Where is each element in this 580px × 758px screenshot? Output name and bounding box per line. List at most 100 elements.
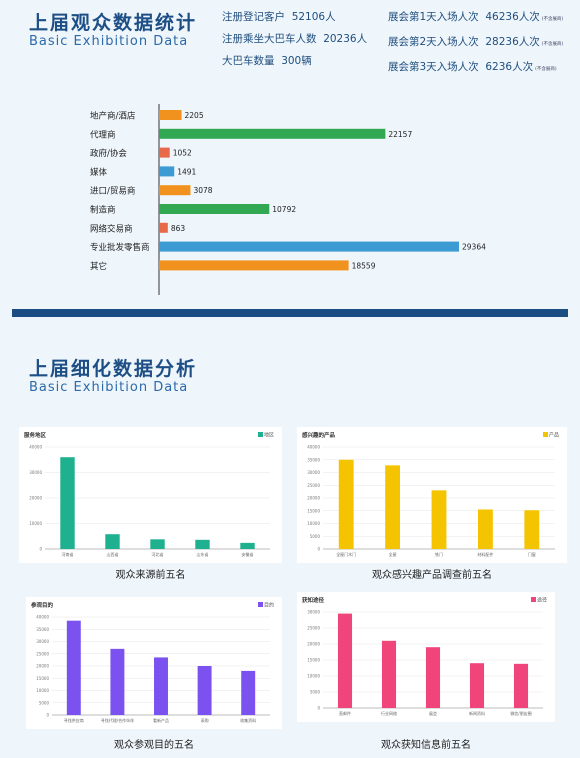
bar	[425, 647, 441, 708]
channel-bar-chart: 获知途径 途径 0 5000 10000 15000 20000 25000 30000 直邮件 行…	[302, 596, 547, 716]
x-tick-label: 采购	[201, 717, 209, 723]
data-label: 2205	[185, 111, 204, 120]
audience-type-bar-chart: 地产商/酒店 2205 代理商 22157 政府/协会 1052 媒体 1491 进口/贸易商 3…	[90, 104, 486, 295]
y-tick-label: 15000	[307, 658, 320, 663]
stat-day3: 展会第3天入场人次 6236人次 (不含展商)	[388, 61, 557, 73]
legend-label: 地区	[264, 432, 274, 439]
y-tick-label: 5000	[310, 690, 321, 695]
bar	[477, 509, 493, 549]
stats-left: 注册登记客户 52106人 注册乘坐大巴车人数 20236人 大巴车数量 300…	[222, 6, 367, 72]
y-tick-label: 10000	[36, 688, 49, 693]
data-label: 863	[171, 224, 186, 233]
category-label: 代理商	[90, 129, 116, 140]
chart-title: 获知途径	[302, 596, 325, 604]
stat-day2: 展会第2天入场人次 28236人次 (不含展商)	[388, 36, 564, 48]
chart-card-region: 服务地区 地区 0 10000 20000 30000 40000 河南省 山西省 河北省 山东省 安…	[19, 427, 282, 563]
stat-registered: 注册登记客户 52106人	[222, 11, 336, 23]
data-label: 29364	[462, 243, 486, 252]
x-tick-label: 全屋	[389, 551, 397, 557]
bar	[385, 465, 401, 549]
stat-day1: 展会第1天入场人次 46236人次 (不含展商)	[388, 11, 564, 23]
x-tick-label: 新闻资料	[469, 710, 485, 716]
x-tick-label: 行业网络	[381, 710, 397, 716]
bar	[110, 648, 125, 715]
stat-bus-riders: 注册乘坐大巴车人数 20236人	[222, 33, 368, 45]
legend-swatch	[531, 597, 536, 602]
x-tick-label: 安徽省	[242, 551, 254, 557]
y-tick-label: 0	[317, 706, 320, 711]
category-label: 政府/协会	[90, 148, 127, 159]
section1-title: 上届观众数据统计	[29, 12, 198, 34]
caption-region: 观众来源前五名	[115, 570, 186, 581]
y-tick-label: 0	[46, 713, 49, 718]
y-tick-label: 40000	[36, 615, 49, 620]
x-tick-label: 微信/朋友圈	[510, 710, 531, 716]
bar	[159, 147, 170, 158]
bar	[159, 222, 168, 233]
bar	[159, 204, 270, 214]
bar	[66, 620, 81, 715]
x-tick-label: 直邮件	[339, 710, 351, 716]
y-tick-label: 30000	[307, 470, 320, 475]
y-tick-label: 20000	[307, 642, 320, 647]
bar	[60, 457, 75, 549]
x-tick-label: 寻找供应商	[64, 717, 84, 723]
y-tick-label: 20000	[307, 496, 320, 501]
section2-title: 上届细化数据分析	[29, 358, 198, 380]
y-tick-label: 0	[317, 547, 320, 552]
y-tick-label: 5000	[310, 534, 321, 539]
bar	[159, 110, 182, 120]
legend-swatch	[258, 432, 263, 437]
bar	[105, 534, 120, 549]
x-tick-label: 收集资料	[240, 717, 256, 723]
category-label: 其它	[90, 261, 107, 272]
legend-label: 途径	[537, 597, 547, 604]
x-tick-label: 河北省	[152, 551, 164, 557]
y-tick-label: 5000	[39, 700, 50, 705]
section-divider	[12, 309, 568, 317]
category-label: 进口/贸易商	[90, 186, 135, 197]
stats-right: 展会第1天入场人次 46236人次 (不含展商) 展会第2天入场人次 28236人…	[388, 6, 563, 81]
x-tick-label: 展会	[429, 710, 437, 716]
y-tick-label: 40000	[307, 445, 320, 450]
x-tick-label: 材料配件	[477, 551, 493, 557]
y-tick-label: 25000	[307, 626, 320, 631]
bar	[338, 459, 354, 549]
chart-title: 参观目的	[31, 601, 54, 609]
chart-card-channel: 获知途径 途径 0 5000 10000 15000 20000 25000 30000 直邮件 行…	[297, 592, 555, 722]
y-tick-label: 35000	[307, 457, 320, 462]
bar	[241, 670, 256, 715]
bar	[197, 666, 212, 715]
x-tick-label: 看新产品	[153, 717, 169, 723]
chart-title: 感兴趣的产品	[302, 431, 336, 439]
data-label: 18559	[352, 261, 376, 270]
y-tick-label: 15000	[307, 508, 320, 513]
chart-card-purpose: 参观目的 目的 0 5000 10000 15000 20000 25000 30000 3500…	[26, 597, 282, 729]
bar	[154, 657, 168, 715]
y-tick-label: 35000	[36, 627, 49, 632]
x-tick-label: 门窗	[528, 551, 536, 557]
bar	[195, 539, 210, 549]
bar	[159, 241, 459, 252]
bar	[431, 490, 447, 549]
bar	[150, 539, 165, 549]
y-tick-label: 10000	[29, 521, 42, 526]
caption-purpose: 观众参观目的五名	[114, 740, 194, 751]
y-tick-label: 20000	[36, 664, 49, 669]
x-tick-label: 全屋门木门	[336, 551, 356, 557]
data-label: 22157	[388, 130, 412, 139]
chart-title: 服务地区	[24, 431, 47, 439]
bar	[469, 663, 485, 708]
section2-subtitle: Basic Exhibition Data	[29, 380, 189, 395]
y-tick-label: 30000	[29, 470, 42, 475]
bar	[337, 613, 353, 708]
data-label: 3078	[193, 186, 212, 195]
y-tick-label: 10000	[307, 674, 320, 679]
y-tick-label: 25000	[307, 483, 320, 488]
y-tick-label: 40000	[29, 445, 42, 450]
bar	[381, 640, 397, 708]
legend-label: 产品	[549, 432, 559, 439]
y-tick-label: 0	[39, 547, 42, 552]
legend-swatch	[258, 602, 263, 607]
stat-bus-count: 大巴车数量 300辆	[222, 55, 312, 67]
